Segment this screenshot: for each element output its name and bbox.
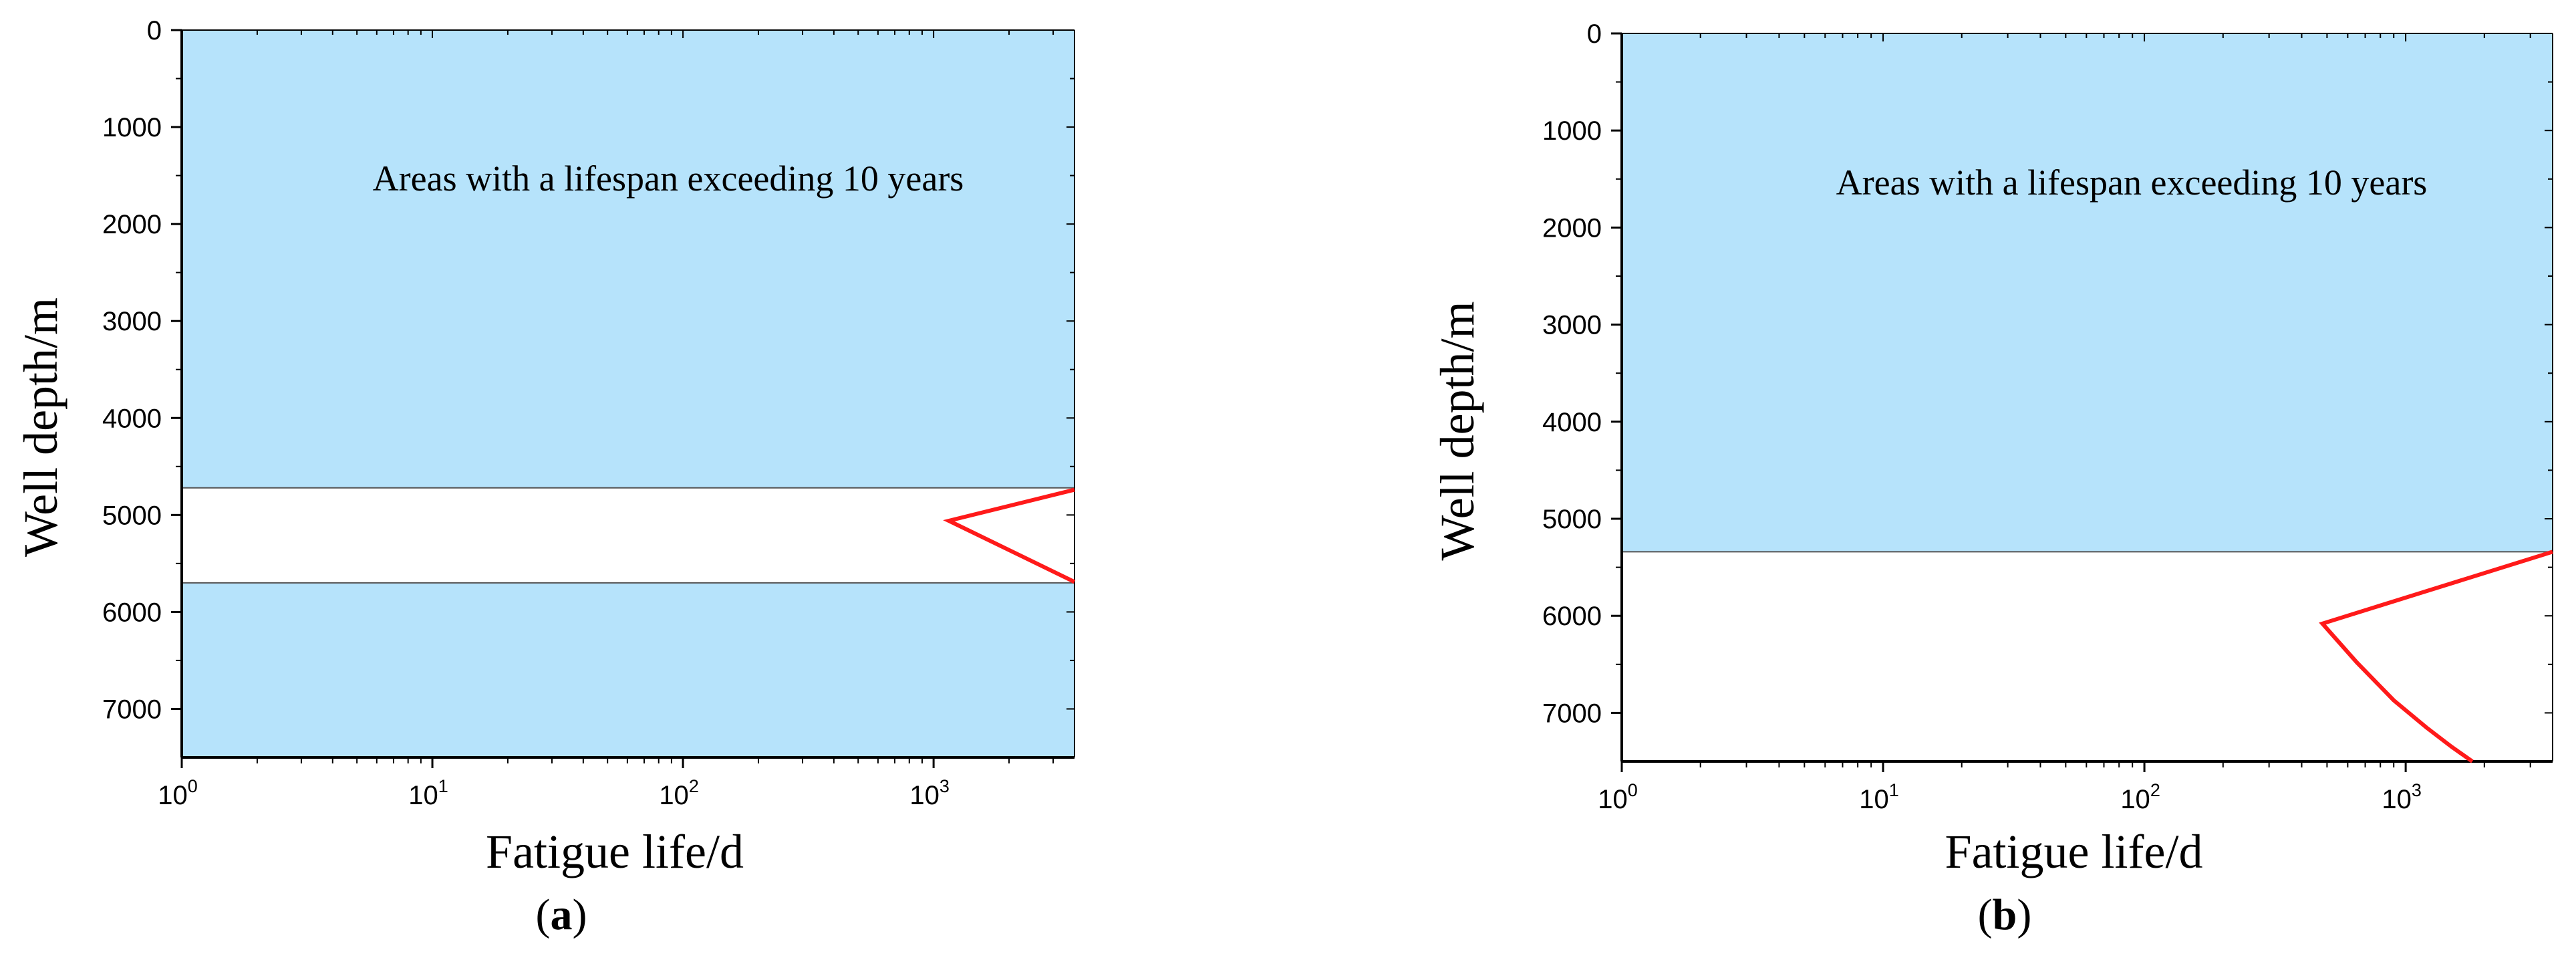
y-tick-label: 1000 bbox=[1542, 116, 1602, 146]
fatigue-life-curve bbox=[2319, 550, 2553, 763]
x-tick-label: 101 bbox=[1859, 780, 1899, 814]
y-tick-label: 6000 bbox=[1542, 602, 1602, 631]
shaded-region bbox=[182, 30, 1075, 488]
y-tick-label: 5000 bbox=[102, 501, 162, 530]
x-axis-title: Fatigue life/d bbox=[486, 825, 744, 878]
fatigue-life-curve bbox=[943, 487, 1076, 584]
y-axis-title: Well depth/m bbox=[14, 297, 67, 557]
y-tick-label: 6000 bbox=[102, 598, 162, 627]
y-tick-label: 2000 bbox=[1542, 213, 1602, 243]
y-tick-label: 2000 bbox=[102, 210, 162, 239]
y-tick-label: 3000 bbox=[1542, 311, 1602, 340]
shaded-region bbox=[182, 582, 1075, 757]
y-tick-label: 4000 bbox=[1542, 408, 1602, 437]
x-tick-label: 103 bbox=[909, 776, 950, 810]
region-label: Areas with a lifespan exceeding 10 years bbox=[373, 158, 964, 199]
x-tick-label: 102 bbox=[659, 776, 699, 810]
x-tick-label: 100 bbox=[1598, 780, 1638, 814]
panel-label: (b) bbox=[1978, 890, 2032, 939]
y-tick-label: 7000 bbox=[1542, 699, 1602, 728]
x-tick-label: 101 bbox=[408, 776, 448, 810]
chart-panel-b: Areas with a lifespan exceeding 10 years… bbox=[1431, 19, 2553, 939]
y-tick-label: 4000 bbox=[102, 404, 162, 433]
region-label: Areas with a lifespan exceeding 10 years bbox=[1836, 162, 2428, 203]
x-tick-label: 102 bbox=[2120, 780, 2160, 814]
y-axis-title: Well depth/m bbox=[1431, 301, 1484, 560]
y-tick-label: 0 bbox=[1587, 19, 1602, 49]
x-tick-label: 103 bbox=[2382, 780, 2422, 814]
panel-label: (a) bbox=[536, 890, 587, 939]
shaded-region bbox=[1622, 33, 2553, 552]
y-tick-label: 1000 bbox=[102, 113, 162, 142]
y-tick-label: 3000 bbox=[102, 307, 162, 336]
chart-panel-a: Areas with a lifespan exceeding 10 years… bbox=[14, 16, 1076, 939]
x-axis-title: Fatigue life/d bbox=[1945, 825, 2203, 878]
y-tick-label: 0 bbox=[147, 16, 162, 45]
y-tick-label: 7000 bbox=[102, 695, 162, 724]
y-tick-label: 5000 bbox=[1542, 505, 1602, 534]
x-tick-label: 100 bbox=[158, 776, 198, 810]
